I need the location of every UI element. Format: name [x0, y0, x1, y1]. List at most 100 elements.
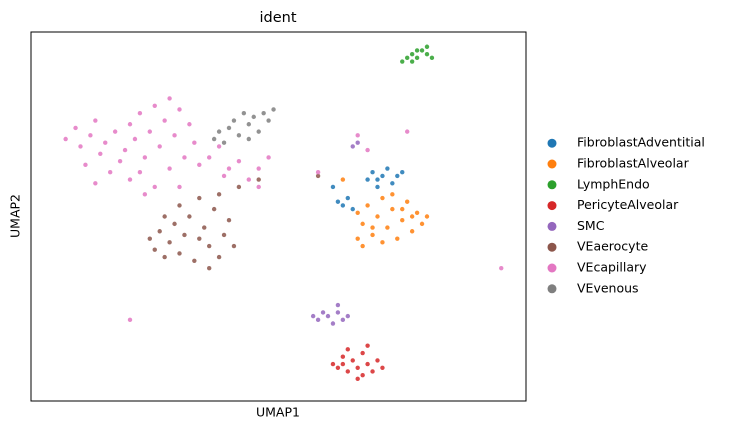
point — [365, 203, 370, 208]
point — [216, 192, 222, 197]
point — [192, 140, 197, 145]
point — [375, 358, 380, 363]
point — [117, 158, 123, 164]
point — [395, 173, 400, 179]
point — [315, 173, 321, 179]
point — [192, 258, 197, 263]
point — [350, 144, 355, 149]
point — [380, 195, 385, 201]
point — [340, 354, 346, 359]
point — [409, 51, 415, 57]
legend-marker — [547, 284, 557, 294]
point — [246, 122, 251, 127]
point — [103, 140, 108, 145]
point — [246, 177, 251, 182]
point — [335, 199, 341, 204]
point — [197, 195, 202, 201]
point — [63, 136, 68, 142]
point — [157, 144, 162, 149]
point — [325, 313, 331, 319]
point — [177, 107, 182, 112]
point — [167, 240, 172, 245]
point — [132, 136, 138, 142]
point — [221, 173, 227, 179]
point — [112, 129, 118, 134]
point — [98, 151, 103, 156]
legend-marker — [547, 242, 557, 252]
point — [345, 347, 350, 352]
point — [137, 170, 143, 175]
point — [360, 372, 365, 378]
point — [127, 177, 133, 182]
point — [162, 254, 167, 260]
point — [330, 321, 336, 326]
point — [340, 203, 346, 208]
point — [187, 122, 192, 127]
point — [197, 162, 202, 168]
point — [409, 214, 415, 219]
point — [330, 361, 336, 367]
y-axis-label: UMAP2 — [8, 194, 23, 238]
point — [261, 110, 266, 116]
legend-marker — [547, 138, 557, 148]
legend-label: VEaerocyte — [577, 239, 648, 254]
point — [355, 210, 360, 216]
point — [385, 225, 390, 230]
plot-frame — [30, 31, 527, 402]
point — [236, 133, 242, 138]
legend-marker — [547, 180, 557, 190]
legend-label: VEvenous — [577, 280, 639, 295]
point — [231, 243, 237, 249]
point — [370, 232, 375, 238]
point — [142, 155, 148, 160]
point — [375, 214, 380, 219]
legend-label: PericyteAlveolar — [577, 197, 679, 212]
point — [152, 103, 157, 109]
point — [256, 166, 261, 171]
point — [345, 195, 350, 201]
point — [221, 140, 227, 145]
point — [127, 317, 133, 323]
point — [315, 170, 321, 175]
legend-label: FibroblastAlveolar — [577, 156, 690, 171]
point — [375, 177, 380, 182]
point — [414, 48, 420, 53]
point — [211, 206, 217, 212]
point — [147, 129, 152, 134]
point — [345, 369, 350, 374]
point — [350, 358, 355, 363]
point — [211, 136, 217, 142]
point — [350, 206, 355, 212]
point — [108, 170, 113, 175]
point — [380, 173, 385, 179]
point — [172, 221, 177, 227]
point — [187, 214, 192, 219]
point — [241, 110, 247, 116]
point — [400, 59, 405, 64]
point — [216, 254, 222, 260]
point — [365, 361, 370, 367]
point — [499, 265, 504, 271]
point — [370, 225, 375, 230]
point — [221, 232, 227, 238]
point — [256, 184, 261, 190]
legend-label: VEcapillary — [577, 260, 647, 275]
point — [345, 313, 350, 319]
legend-marker — [547, 221, 557, 231]
point — [122, 147, 128, 153]
point — [73, 125, 78, 131]
legend-label: SMC — [577, 218, 605, 233]
legend-label: LymphEndo — [577, 176, 650, 191]
point — [429, 55, 435, 61]
point — [83, 162, 88, 168]
point — [207, 243, 212, 249]
point — [256, 177, 261, 182]
point — [390, 192, 395, 197]
legend-marker — [547, 159, 557, 169]
point — [405, 199, 410, 204]
point — [207, 265, 212, 271]
point — [400, 170, 405, 175]
point — [370, 170, 375, 175]
point — [414, 210, 420, 216]
